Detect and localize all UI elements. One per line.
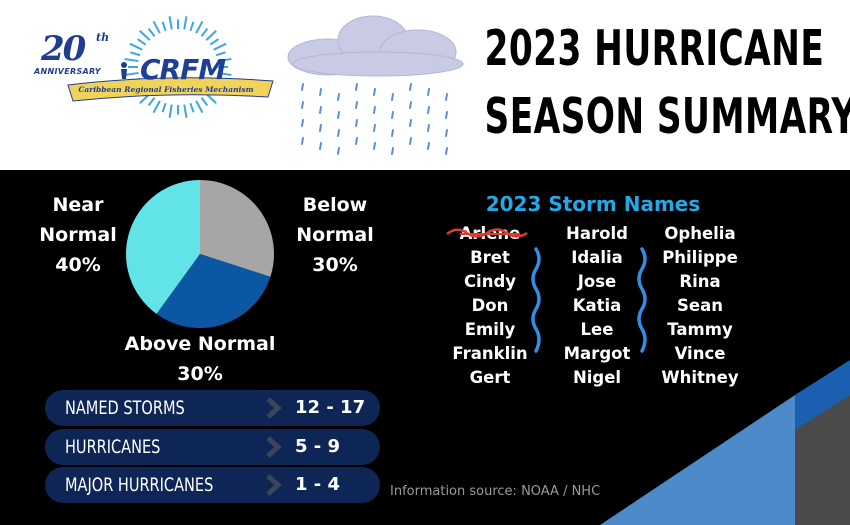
stat-label: NAMED STORMS xyxy=(65,397,185,419)
stat-value: 5 - 9 xyxy=(295,436,341,457)
storm-name: Harold xyxy=(566,224,628,243)
pie-slice-near-normal xyxy=(125,180,200,314)
org-short-name: CRFM xyxy=(140,53,226,86)
near-normal-line2: Normal xyxy=(39,224,117,246)
stat-named-storms: NAMED STORMS 12 - 17 xyxy=(45,390,380,426)
above-normal-line1: Above Normal xyxy=(124,333,276,355)
deco-light-blue-shape xyxy=(600,395,795,525)
storm-name: Don xyxy=(471,296,509,315)
anniversary-suffix: th xyxy=(96,31,110,44)
storm-name: Vince xyxy=(674,344,726,363)
crfm-logo: 20 th ANNIVERSARY CRFM Caribbean Regiona… xyxy=(28,15,278,120)
anniversary-number: 20 xyxy=(41,29,86,69)
below-normal-percent: 30% xyxy=(312,254,358,276)
below-normal-line1: Below xyxy=(302,194,368,216)
season-outlook-pie-chart xyxy=(125,180,274,328)
storm-name: Katia xyxy=(572,296,622,315)
near-normal-line1: Near xyxy=(52,194,104,216)
deco-gray-shape xyxy=(795,395,850,525)
storm-names-column-2: Harold Idalia Jose Katia Lee Margot Nigel xyxy=(542,222,652,390)
storm-name: Arlene xyxy=(459,224,521,243)
storm-name: Whitney xyxy=(661,368,739,387)
logo-rays-icon xyxy=(67,16,274,118)
storm-name: Nigel xyxy=(572,368,622,387)
storm-names-column-3: Ophelia Philippe Rina Sean Tammy Vince Whitney xyxy=(645,222,755,390)
storm-name: Jose xyxy=(577,272,617,291)
title-line-2: SEASON SUMMARY xyxy=(484,88,850,145)
label-below-normal: Below Normal 30% xyxy=(290,190,380,280)
storm-name: Franklin xyxy=(452,344,528,363)
column-separator-1-icon xyxy=(531,247,541,353)
stat-value: 12 - 17 xyxy=(295,397,366,418)
chevron-right-icon xyxy=(266,397,282,419)
org-full-name: Caribbean Regional Fisheries Mechanism xyxy=(78,85,254,94)
storm-name: Margot xyxy=(563,344,631,363)
storm-names-heading: 2023 Storm Names xyxy=(485,192,701,216)
title-line-1: 2023 HURRICANE xyxy=(484,20,825,77)
storm-name: Ophelia xyxy=(664,224,736,243)
rain-cloud-icon xyxy=(287,15,464,155)
storm-name: Tammy xyxy=(667,320,733,339)
anniversary-word: ANNIVERSARY xyxy=(34,67,101,76)
storm-name: Sean xyxy=(677,296,723,315)
stat-label: HURRICANES xyxy=(65,436,161,458)
storm-name: Idalia xyxy=(571,248,623,267)
label-near-normal: Near Normal 40% xyxy=(38,190,118,280)
storm-name: Emily xyxy=(464,320,516,339)
storm-name: Rina xyxy=(679,272,721,291)
pie-slice-above-normal xyxy=(156,254,271,328)
stat-value: 1 - 4 xyxy=(295,474,341,495)
stat-hurricanes: HURRICANES 5 - 9 xyxy=(45,429,380,465)
deco-dark-blue-shape xyxy=(795,360,850,525)
storm-name: Philippe xyxy=(662,248,738,267)
stat-label: MAJOR HURRICANES xyxy=(65,474,214,496)
below-normal-line2: Normal xyxy=(296,224,374,246)
information-source: Information source: NOAA / NHC xyxy=(390,484,601,499)
storm-names-column-1: Arlene Bret Cindy Don Emily Franklin Gert xyxy=(435,222,545,390)
storm-name: Bret xyxy=(470,248,510,267)
storm-name: Gert xyxy=(469,368,511,387)
strike-scribble-icon xyxy=(446,228,528,238)
storm-name: Cindy xyxy=(463,272,517,291)
column-separator-2-icon xyxy=(637,247,647,353)
above-normal-percent: 30% xyxy=(177,363,223,385)
label-above-normal: Above Normal 30% xyxy=(120,329,280,389)
header: 20 th ANNIVERSARY CRFM Caribbean Regiona… xyxy=(0,0,850,170)
page-title: 2023 HURRICANE SEASON SUMMARY xyxy=(484,15,850,151)
stat-major-hurricanes: MAJOR HURRICANES 1 - 4 xyxy=(45,467,380,503)
pie-slice-below-normal xyxy=(200,180,274,277)
chevron-right-icon xyxy=(266,474,282,496)
near-normal-percent: 40% xyxy=(55,254,101,276)
storm-name: Lee xyxy=(580,320,614,339)
chevron-right-icon xyxy=(266,436,282,458)
